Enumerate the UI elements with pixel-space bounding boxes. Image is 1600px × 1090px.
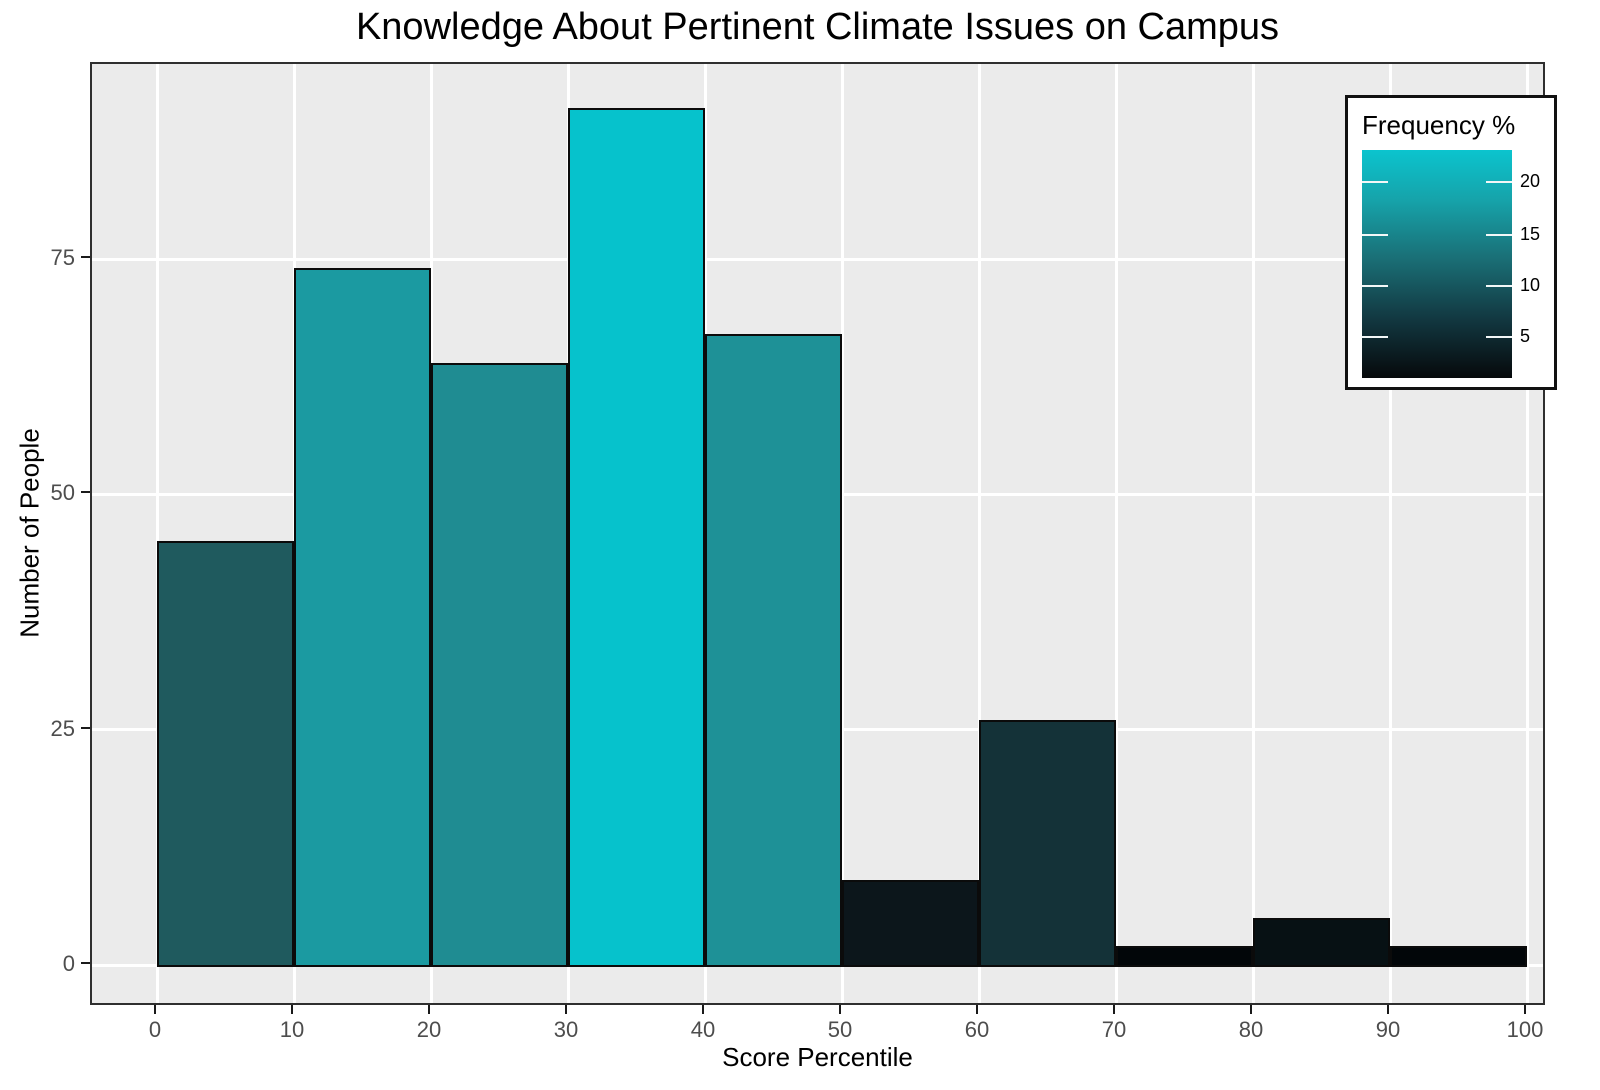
colorbar-label: 20 [1520,171,1541,192]
x-tick-label: 0 [148,1017,162,1042]
x-tick-label: 100 [1506,1017,1544,1042]
legend: Frequency % 20 15 10 5 [1345,95,1557,390]
x-axis-title: Score Percentile [722,1042,913,1072]
histogram-bar-80-90 [1253,917,1390,967]
colorbar-tick [1362,181,1388,184]
histogram-bar-30-40 [568,108,705,967]
colorbar-label: 15 [1520,223,1541,244]
histogram-bar-20-30 [431,362,568,967]
y-tick-label: 25 [50,715,75,741]
histogram-bar-90-100 [1390,946,1527,967]
x-tick-mark [839,1005,841,1014]
x-tick-mark [154,1005,156,1014]
x-tick-label: 20 [416,1017,442,1042]
x-tick-label: 80 [1238,1017,1264,1042]
x-tick-mark [291,1005,293,1014]
colorbar-tick [1486,284,1512,287]
colorbar-tick [1486,336,1512,339]
x-tick-mark [976,1005,978,1014]
x-tick-mark [565,1005,567,1014]
legend-title: Frequency % [1362,110,1516,140]
y-tick-mark [81,491,90,494]
colorbar-tick [1486,233,1512,236]
colorbar-tick [1362,284,1388,287]
y-tick-mark [81,726,90,729]
x-tick-mark [1524,1005,1526,1014]
y-tick-label: 50 [50,480,75,506]
gridline-vertical [1114,64,1118,1003]
gridline-vertical [840,64,844,1003]
y-tick-mark [81,962,90,964]
colorbar-tick [1362,336,1388,339]
x-tick-mark [1387,1005,1389,1014]
x-tick-mark [428,1005,430,1014]
y-tick-label: 0 [62,951,75,976]
histogram-bar-0-10 [157,541,294,967]
x-tick-mark [1113,1005,1115,1014]
colorbar-label: 10 [1520,274,1541,295]
histogram-bar-10-20 [294,268,431,967]
x-tick-label: 70 [1101,1017,1127,1042]
colorbar-tick [1362,233,1388,236]
histogram-bar-50-60 [842,880,979,967]
histogram-bar-70-80 [1116,946,1253,967]
plot-panel [90,62,1545,1005]
gridline-vertical [1388,64,1392,1003]
x-tick-label: 90 [1375,1017,1401,1042]
gridline-vertical [1525,64,1529,1003]
x-tick-label: 60 [964,1017,990,1042]
histogram-bar-40-50 [705,334,842,967]
histogram-bar-60-70 [979,720,1116,967]
gridline-vertical [1251,64,1255,1003]
gridline-vertical [977,64,981,1003]
chart-title: Knowledge About Pertinent Climate Issues… [355,6,1280,48]
y-axis-title: Number of People [14,428,45,638]
y-tick-label: 75 [50,245,75,270]
x-tick-mark [702,1005,704,1014]
colorbar-label: 5 [1520,326,1531,347]
x-tick-label: 50 [827,1017,853,1042]
legend-colorbar [1362,150,1512,378]
x-tick-label: 30 [553,1017,579,1042]
gridline-horizontal [92,257,1543,261]
gridline-vertical [155,64,159,1003]
x-tick-label: 10 [279,1017,305,1042]
x-tick-label: 40 [690,1017,716,1042]
x-tick-mark [1250,1005,1252,1014]
y-tick-mark [81,256,90,258]
colorbar-tick [1486,181,1512,184]
